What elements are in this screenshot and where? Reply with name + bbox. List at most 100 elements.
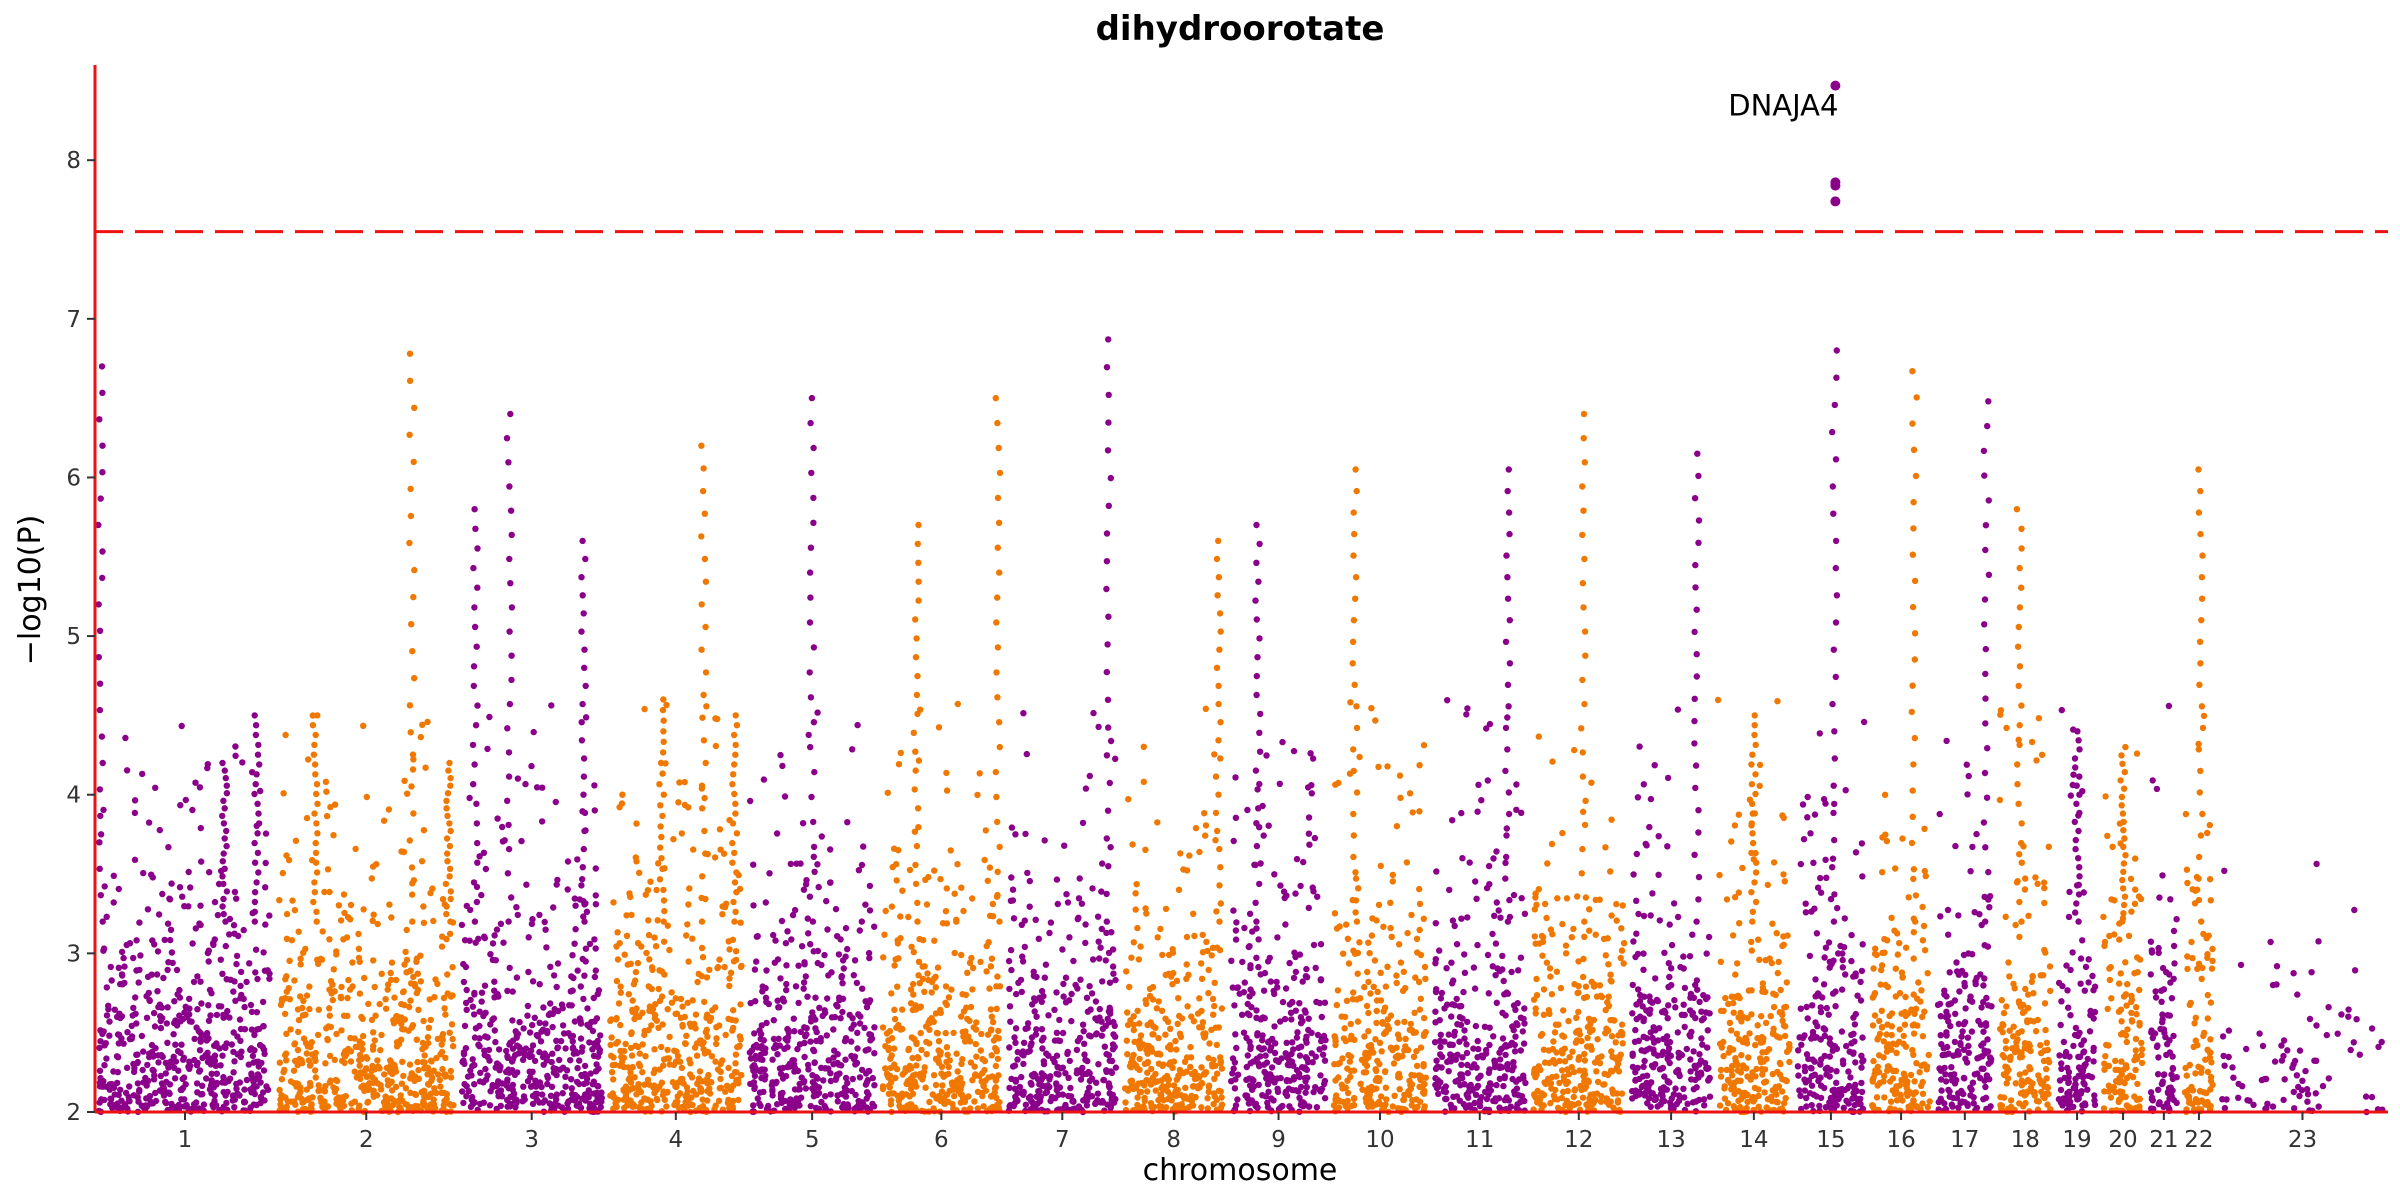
snp-point bbox=[1130, 1021, 1138, 1029]
snp-point bbox=[1021, 943, 1028, 951]
snp-point bbox=[124, 1105, 131, 1112]
snp-point bbox=[1074, 1067, 1081, 1074]
snp-point bbox=[993, 669, 1000, 676]
snp-point bbox=[121, 979, 128, 987]
snp-point bbox=[382, 1005, 390, 1012]
snp-point bbox=[151, 1023, 159, 1030]
snp-point bbox=[466, 794, 473, 802]
snp-point bbox=[1105, 1080, 1113, 1087]
snp-point bbox=[1398, 1053, 1405, 1060]
snp-point bbox=[1244, 1000, 1252, 1008]
snp-point bbox=[702, 895, 709, 903]
snp-point bbox=[203, 1075, 210, 1082]
snp-point bbox=[797, 1094, 805, 1101]
snp-point bbox=[726, 975, 733, 982]
snp-point bbox=[923, 1038, 930, 1046]
snp-point bbox=[1175, 886, 1183, 893]
snp-point bbox=[1395, 1071, 1402, 1078]
snp-point bbox=[731, 761, 738, 768]
snp-point bbox=[1372, 1036, 1379, 1043]
snp-point bbox=[123, 767, 131, 774]
snp-point bbox=[480, 1099, 487, 1106]
snp-point bbox=[899, 887, 906, 894]
snp-point bbox=[652, 1001, 659, 1008]
snp-point bbox=[1231, 1085, 1239, 1092]
snp-point bbox=[1020, 1060, 1027, 1068]
snp-point bbox=[341, 1053, 349, 1060]
snp-point bbox=[1453, 995, 1460, 1003]
snp-point bbox=[1373, 1019, 1380, 1027]
snp-point bbox=[1375, 1098, 1383, 1106]
snp-point bbox=[1577, 1082, 1584, 1090]
snp-point bbox=[1560, 1007, 1567, 1014]
snp-point bbox=[632, 854, 639, 861]
snp-point bbox=[770, 1017, 777, 1024]
snp-point bbox=[936, 1051, 944, 1059]
snp-point bbox=[1581, 1050, 1588, 1058]
snp-point bbox=[1570, 925, 1577, 933]
snp-point bbox=[657, 802, 664, 809]
snp-point bbox=[1521, 1097, 1528, 1105]
snp-point bbox=[582, 900, 589, 907]
snp-point bbox=[895, 955, 902, 962]
snp-point bbox=[839, 1008, 846, 1016]
snp-point bbox=[1504, 1066, 1512, 1073]
snp-point bbox=[727, 1099, 734, 1107]
snp-point bbox=[777, 975, 784, 982]
snp-point bbox=[1596, 1060, 1604, 1067]
snp-point bbox=[1046, 929, 1053, 937]
snp-point bbox=[1063, 891, 1070, 898]
snp-point bbox=[513, 974, 521, 981]
snp-point bbox=[441, 1005, 448, 1012]
snp-point bbox=[1408, 911, 1415, 919]
snp-point bbox=[810, 843, 818, 851]
snp-point bbox=[593, 1015, 601, 1022]
snp-point bbox=[919, 975, 927, 983]
snp-point bbox=[220, 910, 227, 918]
snp-point bbox=[313, 790, 320, 798]
snp-point bbox=[205, 947, 212, 954]
snp-point bbox=[763, 1019, 770, 1027]
snp-point bbox=[1511, 1091, 1519, 1098]
snp-point bbox=[644, 887, 652, 894]
snp-point bbox=[638, 1099, 645, 1106]
snp-point bbox=[553, 1091, 560, 1098]
snp-point bbox=[786, 1060, 793, 1068]
snp-point bbox=[1512, 1033, 1519, 1040]
snp-point bbox=[159, 1085, 167, 1092]
snp-point bbox=[196, 1047, 204, 1054]
snp-point bbox=[1211, 1002, 1218, 1010]
snp-point bbox=[887, 1064, 894, 1072]
snp-point bbox=[1349, 896, 1356, 904]
snp-point bbox=[883, 1070, 891, 1078]
snp-point bbox=[1413, 1048, 1420, 1055]
snp-point bbox=[443, 797, 450, 804]
snp-point bbox=[645, 931, 653, 939]
snp-point bbox=[730, 1007, 737, 1014]
snp-point bbox=[106, 1032, 113, 1039]
snp-point bbox=[634, 959, 642, 967]
snp-point bbox=[1560, 1077, 1568, 1084]
snp-point bbox=[1490, 1033, 1497, 1040]
snp-point bbox=[1445, 1068, 1452, 1075]
snp-point bbox=[1350, 1101, 1358, 1109]
snp-point bbox=[443, 1095, 450, 1102]
snp-point bbox=[1274, 934, 1281, 941]
snp-point bbox=[1301, 1064, 1309, 1071]
snp-point bbox=[259, 998, 267, 1006]
snp-point bbox=[1459, 1015, 1466, 1022]
snp-point bbox=[221, 805, 228, 812]
snp-point bbox=[1504, 487, 1511, 495]
snp-point bbox=[266, 975, 273, 982]
snp-point bbox=[797, 1028, 804, 1036]
snp-point bbox=[848, 1052, 855, 1060]
snp-point bbox=[1234, 1071, 1242, 1078]
snp-point bbox=[913, 635, 920, 642]
snp-point bbox=[542, 926, 549, 933]
snp-point bbox=[1056, 1084, 1064, 1091]
snp-point bbox=[1492, 1098, 1499, 1105]
snp-point bbox=[1109, 963, 1117, 970]
snp-point bbox=[1213, 1041, 1221, 1049]
snp-point bbox=[333, 1100, 340, 1107]
snp-point bbox=[235, 932, 242, 940]
